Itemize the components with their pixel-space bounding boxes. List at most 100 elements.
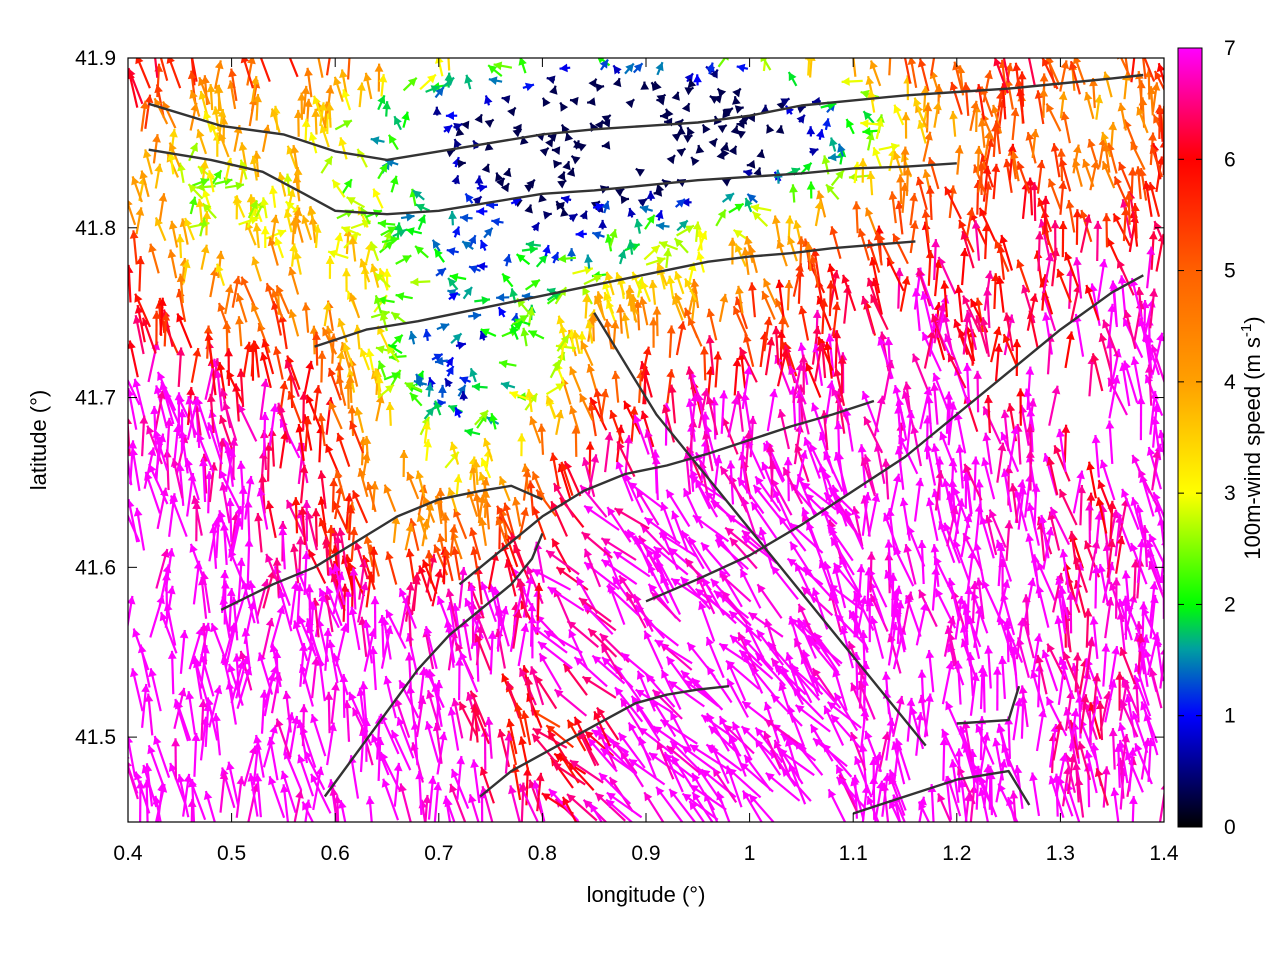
wind-vector-head [1047, 643, 1055, 653]
wind-vector-head [882, 773, 892, 782]
wind-vector-head [640, 410, 649, 420]
wind-vector [858, 158, 868, 183]
wind-vector-head [484, 716, 494, 726]
wind-vector-head [440, 323, 450, 332]
wind-vector [502, 502, 515, 536]
wind-vector [406, 471, 420, 500]
wind-vector [278, 527, 288, 570]
wind-vector-head [685, 366, 695, 375]
wind-vector [549, 85, 558, 95]
wind-vector-head [752, 211, 762, 221]
wind-vector-head [539, 147, 549, 157]
wind-vector-head [584, 731, 594, 740]
wind-vector-head [635, 168, 645, 177]
wind-vector-head [289, 243, 298, 252]
wind-vector-head [827, 702, 837, 711]
wind-vector [570, 155, 581, 165]
wind-vector-head [943, 522, 952, 532]
wind-vector-head [528, 330, 538, 339]
wind-vector-head [132, 378, 141, 388]
wind-vector [389, 334, 404, 348]
wind-vector-head [1106, 238, 1115, 248]
wind-vector [323, 627, 333, 671]
wind-vector [938, 520, 956, 564]
wind-vector [648, 279, 658, 305]
wind-vector-head [217, 303, 226, 312]
wind-vector-head [953, 319, 962, 329]
wind-vector [909, 192, 918, 226]
wind-vector [881, 458, 891, 500]
wind-vector-head [1156, 332, 1164, 342]
wind-vector-head [722, 109, 731, 119]
wind-vector [159, 611, 178, 654]
wind-vector-head [1048, 775, 1057, 785]
wind-vector-head [638, 296, 648, 306]
wind-vector [589, 396, 608, 431]
wind-vector [447, 277, 459, 291]
wind-vector-head [502, 502, 512, 512]
wind-vector-head [653, 551, 662, 561]
wind-vector-head [858, 158, 868, 167]
wind-vector [658, 532, 697, 558]
wind-vector [635, 167, 645, 177]
wind-vector-head [371, 734, 380, 744]
wind-vector [982, 406, 1002, 445]
wind-vector [347, 405, 357, 436]
wind-vector [728, 610, 763, 642]
wind-vector-head [278, 521, 288, 529]
wind-vector-head [1097, 480, 1106, 490]
wind-vector-head [574, 716, 583, 726]
wind-vector-head [706, 308, 715, 318]
wind-vector-head [1148, 534, 1157, 544]
wind-vector [382, 268, 392, 291]
wind-vector [764, 337, 775, 376]
wind-vector-head [212, 713, 221, 722]
wind-vector-head [311, 508, 321, 517]
wind-vector-head [202, 189, 211, 199]
wind-vector [208, 685, 223, 728]
wind-vector-head [909, 193, 918, 202]
wind-vector-head [448, 278, 457, 287]
wind-vector-head [988, 509, 997, 519]
wind-vector [175, 234, 185, 259]
wind-vector-head [991, 163, 1001, 173]
wind-vector-head [128, 499, 135, 508]
wind-vector-head [464, 74, 473, 84]
wind-vector-layer [128, 47, 1164, 822]
wind-vector [823, 705, 845, 746]
wind-vector [464, 74, 473, 90]
wind-vector-head [881, 458, 891, 467]
wind-vector-head [345, 47, 354, 55]
wind-vector-head [1025, 366, 1035, 375]
wind-vector [212, 712, 221, 756]
wind-vector [383, 484, 397, 512]
wind-vector [569, 96, 579, 106]
wind-vector-head [709, 397, 719, 406]
wind-vector [226, 587, 236, 632]
wind-vector-head [663, 248, 672, 257]
wind-vector-head [365, 348, 375, 358]
wind-vector-head [382, 268, 392, 277]
wind-vector-head [444, 47, 453, 55]
wind-vector-head [659, 533, 669, 541]
wind-vector-head [512, 497, 521, 506]
wind-vector-shaft [888, 58, 892, 76]
wind-vector-head [1113, 348, 1122, 358]
wind-vector-head [135, 207, 145, 216]
wind-vector [455, 657, 464, 701]
wind-vector [1110, 787, 1120, 822]
wind-vector [1053, 444, 1071, 482]
wind-vector [663, 247, 672, 269]
wind-vector-head [1148, 132, 1157, 141]
wind-vector [686, 126, 695, 137]
wind-vector [930, 543, 940, 587]
wind-vector [144, 94, 154, 129]
wind-vector-head [811, 402, 820, 412]
wind-vector [805, 362, 822, 398]
wind-vector-head [979, 207, 988, 217]
wind-vector-head [1012, 62, 1022, 72]
wind-vector [572, 266, 594, 275]
wind-vector-head [915, 712, 925, 721]
wind-vector [188, 196, 198, 215]
wind-vector-head [623, 400, 632, 410]
